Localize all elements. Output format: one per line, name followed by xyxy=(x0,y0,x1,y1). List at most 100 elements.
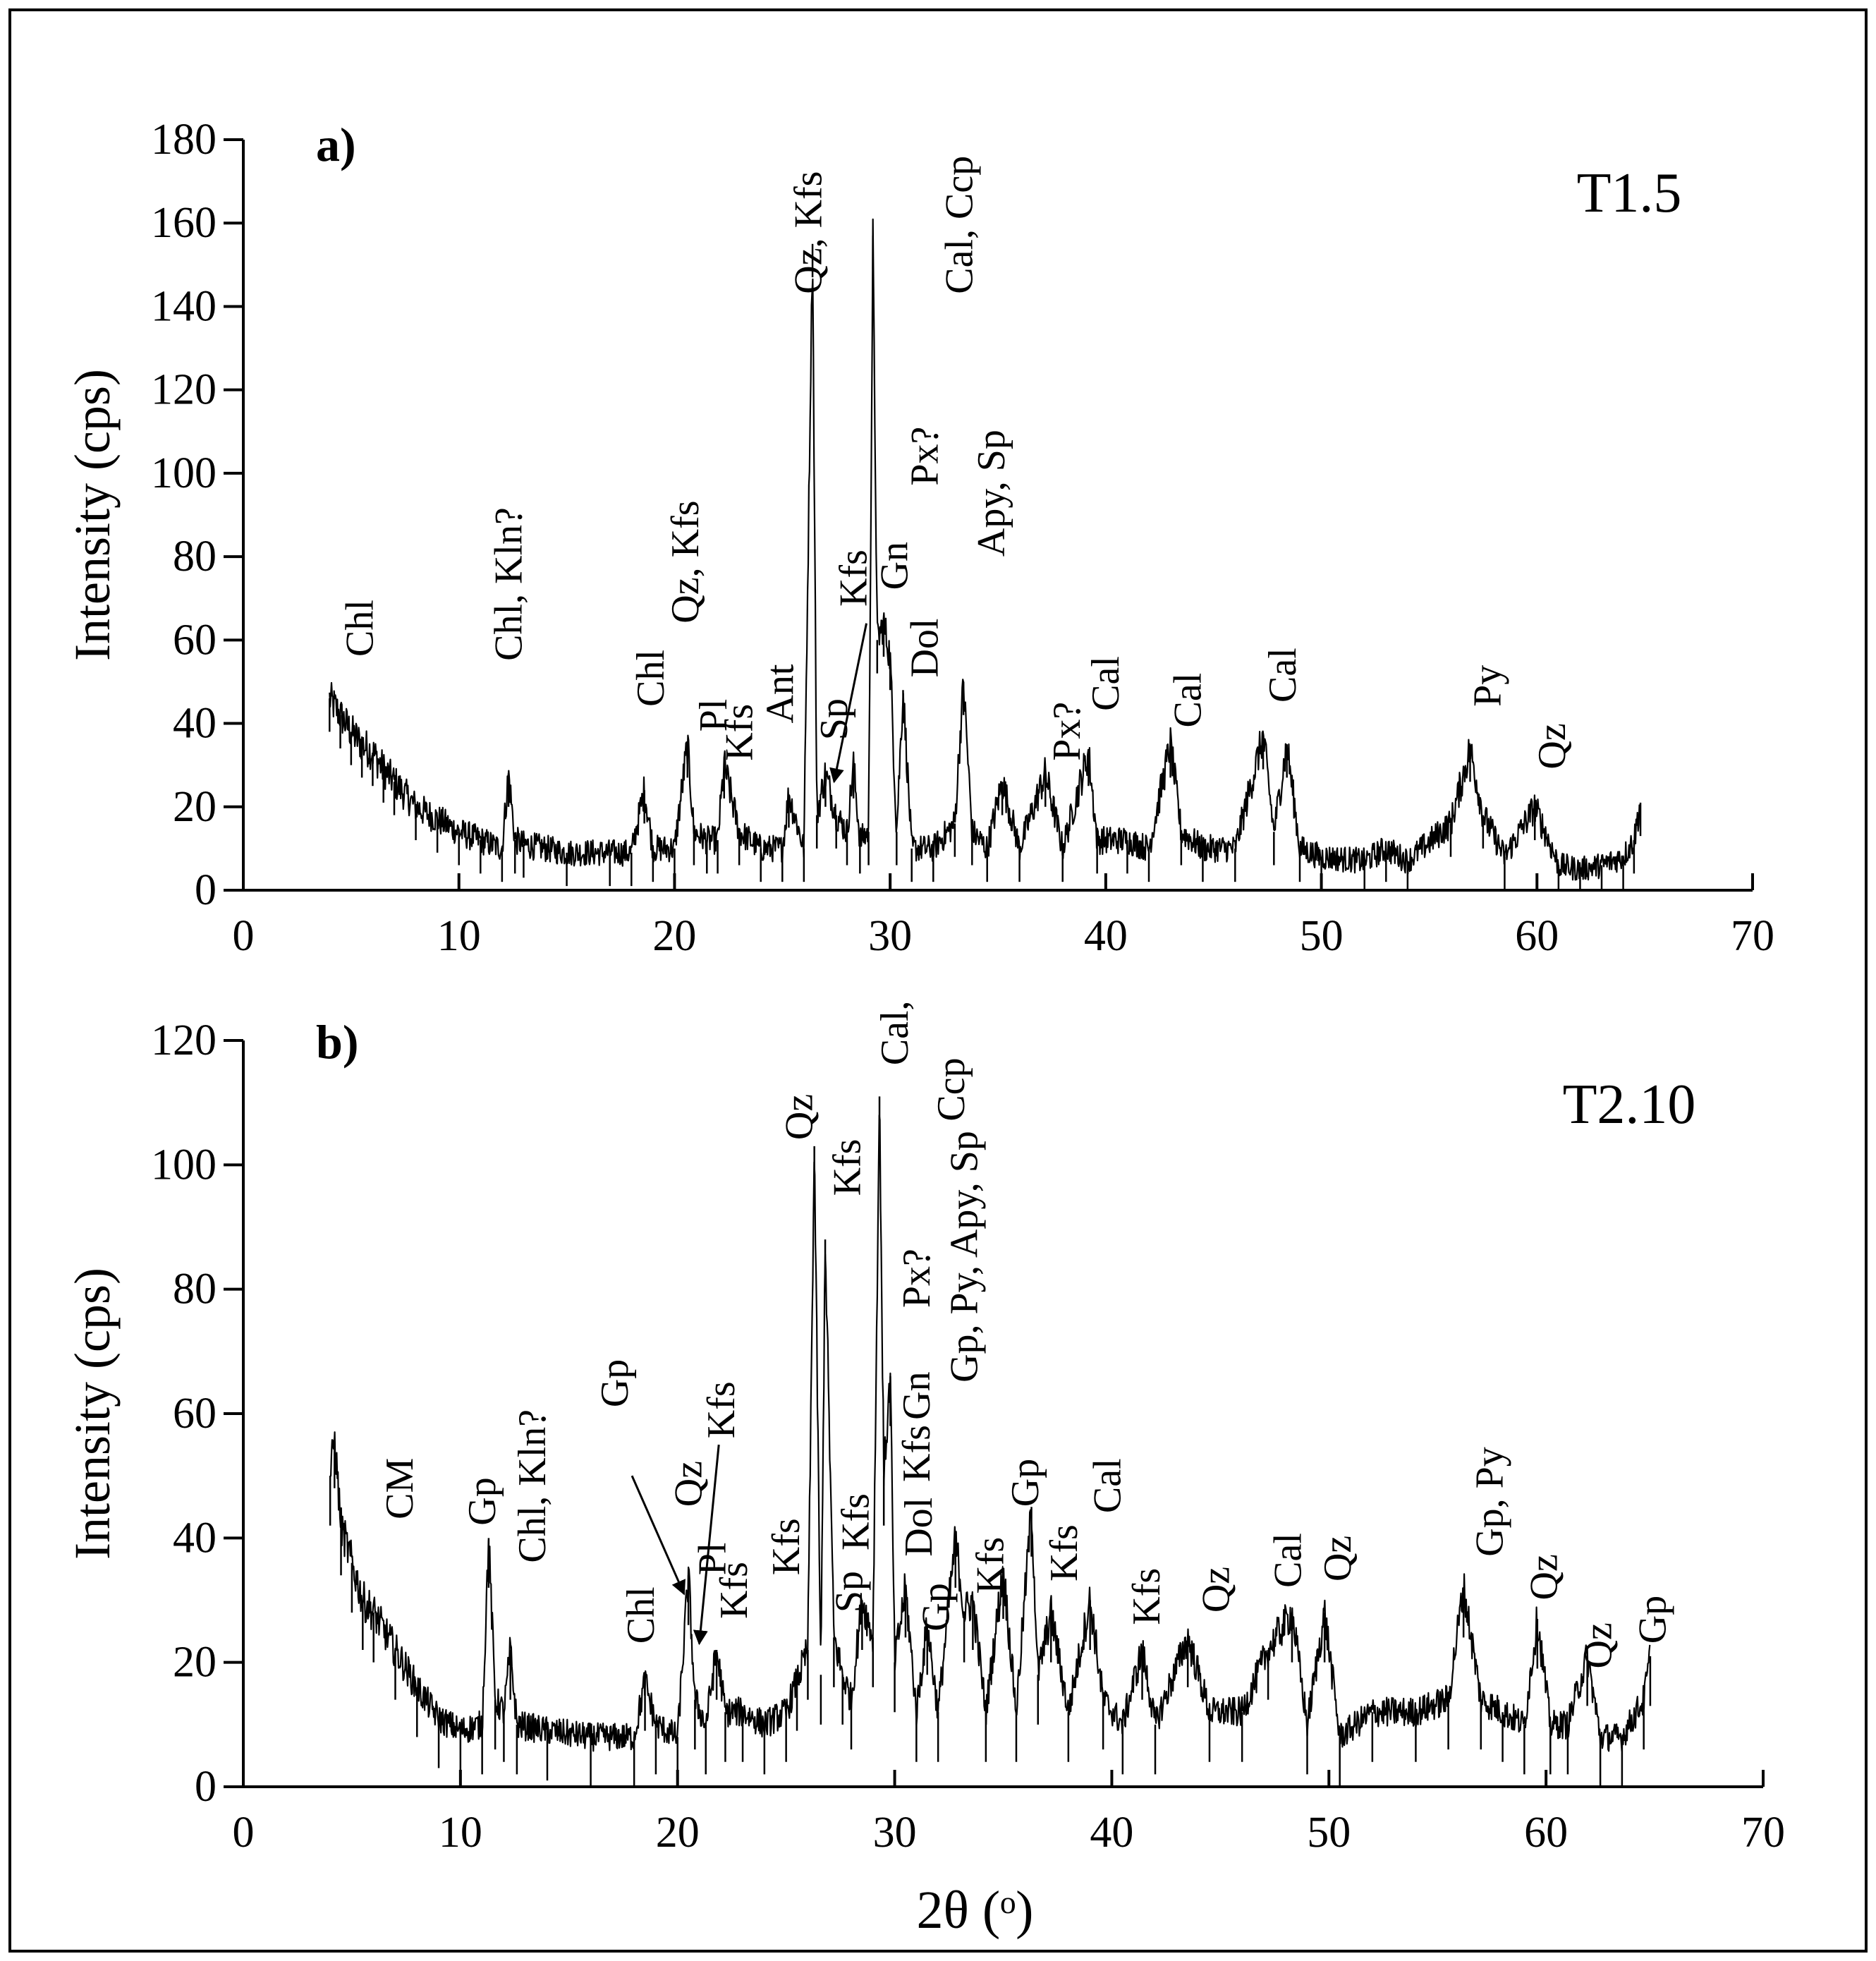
peak-label: Kfs xyxy=(969,1537,1013,1594)
peak-label: Kfs xyxy=(700,1381,743,1438)
peak-label: Qz xyxy=(778,1094,822,1140)
x-tick-label: 60 xyxy=(1515,912,1559,960)
peak-label: Gn xyxy=(895,1371,939,1419)
peak-label: CM xyxy=(378,1458,422,1519)
y-tick-label: 120 xyxy=(151,366,217,414)
x-tick-label: 50 xyxy=(1307,1809,1351,1857)
peak-label: Kfs xyxy=(895,1425,939,1482)
x-tick-label: 60 xyxy=(1524,1809,1568,1857)
peak-label: Cal xyxy=(1166,673,1210,728)
figure-frame xyxy=(8,8,1868,1953)
annotation-arrow xyxy=(693,1444,720,1646)
peak-label: Qz xyxy=(1523,1554,1566,1600)
peak-label: Gn xyxy=(873,542,917,590)
peak-label: Kfs xyxy=(1042,1524,1086,1581)
y-tick-label: 60 xyxy=(173,616,217,664)
peak-label: Qz xyxy=(1530,723,1574,769)
y-axis-title: Intensity (cps) xyxy=(64,1268,121,1560)
peak-label: Gp, Py xyxy=(1468,1447,1512,1557)
y-tick-label: 80 xyxy=(173,1265,217,1313)
y-tick-label: 0 xyxy=(195,866,217,914)
y-tick-label: 40 xyxy=(173,700,217,748)
peak-label: Kfs xyxy=(1125,1568,1169,1625)
x-tick-label: 20 xyxy=(652,912,696,960)
peak-label: Kfs xyxy=(712,1562,756,1619)
x-tick-label: 30 xyxy=(868,912,912,960)
peak-label: Py xyxy=(1466,665,1509,707)
x-tick-label: 30 xyxy=(873,1809,917,1857)
peak-label: Pl xyxy=(692,699,736,732)
peak-label: Kfs xyxy=(834,1493,878,1550)
peak-label: Ccp xyxy=(930,1057,973,1121)
peak-label: Gp xyxy=(1631,1596,1674,1644)
y-tick-label: 180 xyxy=(151,116,217,164)
x-tick-label: 40 xyxy=(1084,912,1128,960)
peak-label: Chl xyxy=(619,1586,663,1644)
panel-label: a) xyxy=(316,118,356,171)
peak-label: Kfs xyxy=(717,704,761,761)
series-line xyxy=(329,218,1641,881)
peak-label: Apy, Sp xyxy=(970,430,1013,557)
peak-label: Chl xyxy=(629,650,673,707)
series-line xyxy=(329,1115,1651,1752)
peak-label: Gp, Py, Apy, Sp xyxy=(943,1131,987,1383)
peak-label: Ant xyxy=(759,664,803,723)
chart-panel-a: 0 20 40 60 80 100 120 140 160 180 0 10 20 30 40 50 60 70 I… xyxy=(64,116,1774,960)
peak-label: Chl, Kln? xyxy=(511,1409,554,1563)
x-tick-label: 0 xyxy=(233,1809,255,1857)
peak-label: Cal, xyxy=(873,1001,917,1066)
peak-label: Sp xyxy=(827,1571,871,1613)
peak-label: Chl xyxy=(338,600,382,657)
y-tick-label: 100 xyxy=(151,1141,217,1189)
x-tick-label: 70 xyxy=(1741,1809,1785,1857)
peak-label: Cal, Ccp xyxy=(937,156,981,294)
panel-label: b) xyxy=(316,1015,358,1069)
peak-label: Kfs xyxy=(832,550,876,607)
y-tick-label: 160 xyxy=(151,199,217,247)
x-tick-label: 10 xyxy=(439,1809,482,1857)
peak-label: Dol xyxy=(897,1498,941,1557)
chart-panel-b: 0 20 40 60 80 100 120 0 10 20 30 40 50 60 70 Intensity … xyxy=(64,1001,1785,1940)
peak-label: Cal xyxy=(1086,1458,1130,1513)
x-axis-title: 2θ (ᵒ) xyxy=(917,1881,1034,1940)
x-tick-label: 0 xyxy=(233,912,255,960)
sample-label: T1.5 xyxy=(1577,162,1682,224)
peak-label: Cal xyxy=(1266,1533,1310,1588)
peak-label: Px? xyxy=(895,1249,939,1308)
annotation-arrow xyxy=(829,623,867,784)
y-tick-label: 80 xyxy=(173,533,217,581)
peak-label: Cal xyxy=(1084,656,1128,711)
peak-label: Gp xyxy=(1004,1459,1047,1507)
y-tick-label: 20 xyxy=(173,1639,217,1687)
peak-label: Kfs xyxy=(825,1139,869,1196)
y-tick-label: 140 xyxy=(151,282,217,330)
peak-label: Cal xyxy=(1261,648,1305,703)
peak-label: Px? xyxy=(1045,702,1089,761)
y-tick-label: 20 xyxy=(173,783,217,831)
y-tick-label: 100 xyxy=(151,449,217,497)
y-tick-label: 0 xyxy=(195,1763,217,1811)
y-tick-label: 60 xyxy=(173,1390,217,1438)
peak-label: Dol xyxy=(903,619,946,678)
peak-label: Chl, Kln? xyxy=(487,507,530,661)
peak-label: Gp xyxy=(593,1359,637,1407)
peak-label: Qz xyxy=(1316,1536,1360,1581)
x-tick-label: 20 xyxy=(656,1809,700,1857)
peak-label: Qz xyxy=(1577,1622,1621,1668)
y-axis-title: Intensity (cps) xyxy=(64,369,121,661)
peak-label: Qz xyxy=(667,1461,711,1507)
peak-label: Qz, Kfs xyxy=(664,501,707,624)
peak-label: Kfs xyxy=(765,1518,808,1575)
x-tick-label: 50 xyxy=(1300,912,1344,960)
x-tick-label: 70 xyxy=(1731,912,1774,960)
x-tick-label: 10 xyxy=(437,912,481,960)
x-tick-label: 40 xyxy=(1090,1809,1133,1857)
annotation-arrow xyxy=(631,1475,686,1596)
peak-label: Gp xyxy=(915,1583,958,1631)
sample-label: T2.10 xyxy=(1563,1074,1696,1136)
peak-label: Gp xyxy=(461,1477,504,1525)
y-tick-label: 40 xyxy=(173,1514,217,1562)
y-tick-label: 120 xyxy=(151,1016,217,1064)
peak-label: Qz xyxy=(1195,1567,1238,1613)
